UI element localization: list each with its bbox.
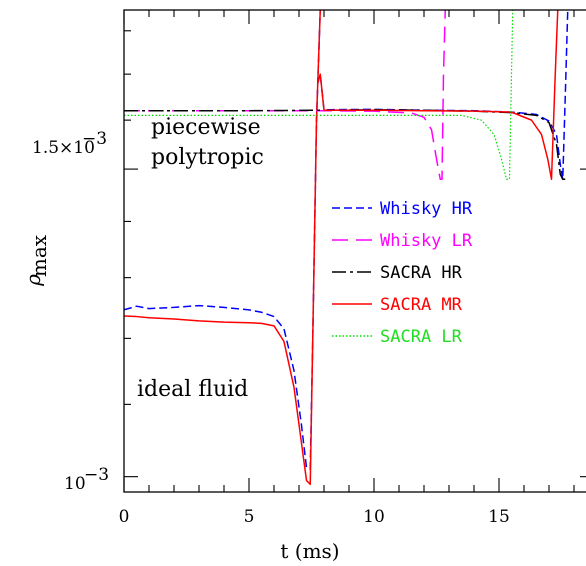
legend-label-sacra-mr: SACRA MR xyxy=(380,295,463,315)
series-line-sacra-lr-piecewise xyxy=(124,10,514,180)
series-line-whisky-hr-ideal xyxy=(124,10,321,470)
legend-label-whisky-hr: Whisky HR xyxy=(380,199,473,219)
legend-label-whisky-lr: Whisky LR xyxy=(380,231,473,251)
svg-text:10: 10 xyxy=(64,474,86,494)
svg-text:1.5×10: 1.5×10 xyxy=(32,138,95,158)
svg-text:−3: −3 xyxy=(84,465,109,485)
svg-text:−3: −3 xyxy=(82,129,107,149)
annotation-piecewise: piecewise xyxy=(151,115,261,140)
x-tick-label-5: 5 xyxy=(244,507,255,527)
x-tick-label-10: 10 xyxy=(363,507,385,527)
legend: Whisky HR Whisky LR SACRA HR SACRA MR SACRA … xyxy=(332,199,473,347)
plot-frame xyxy=(123,9,586,493)
y-tick-label-1e-3: 10 −3 xyxy=(64,465,109,494)
series-line-sacra-mr-ideal xyxy=(124,10,321,486)
svg-text:ρ: ρ xyxy=(21,274,45,287)
x-tick-label-0: 0 xyxy=(119,507,130,527)
series-lines xyxy=(124,10,569,486)
y-tick-label-1p5e-3: 1.5×10 −3 xyxy=(32,129,107,158)
axis-ticks xyxy=(123,10,586,492)
x-tick-label-15: 15 xyxy=(488,507,510,527)
legend-label-sacra-hr: SACRA HR xyxy=(380,263,463,283)
series-line-sacra-mr-piecewise xyxy=(317,10,559,181)
x-axis-title: t (ms) xyxy=(280,539,339,563)
y-axis-title: ρ max xyxy=(21,234,51,287)
svg-text:max: max xyxy=(27,234,51,277)
annotation-ideal-fluid: ideal fluid xyxy=(137,377,248,402)
legend-label-sacra-lr: SACRA LR xyxy=(380,327,463,347)
axis-tick-labels: 0 5 10 15 xyxy=(119,507,510,527)
annotation-polytropic: polytropic xyxy=(151,145,264,170)
